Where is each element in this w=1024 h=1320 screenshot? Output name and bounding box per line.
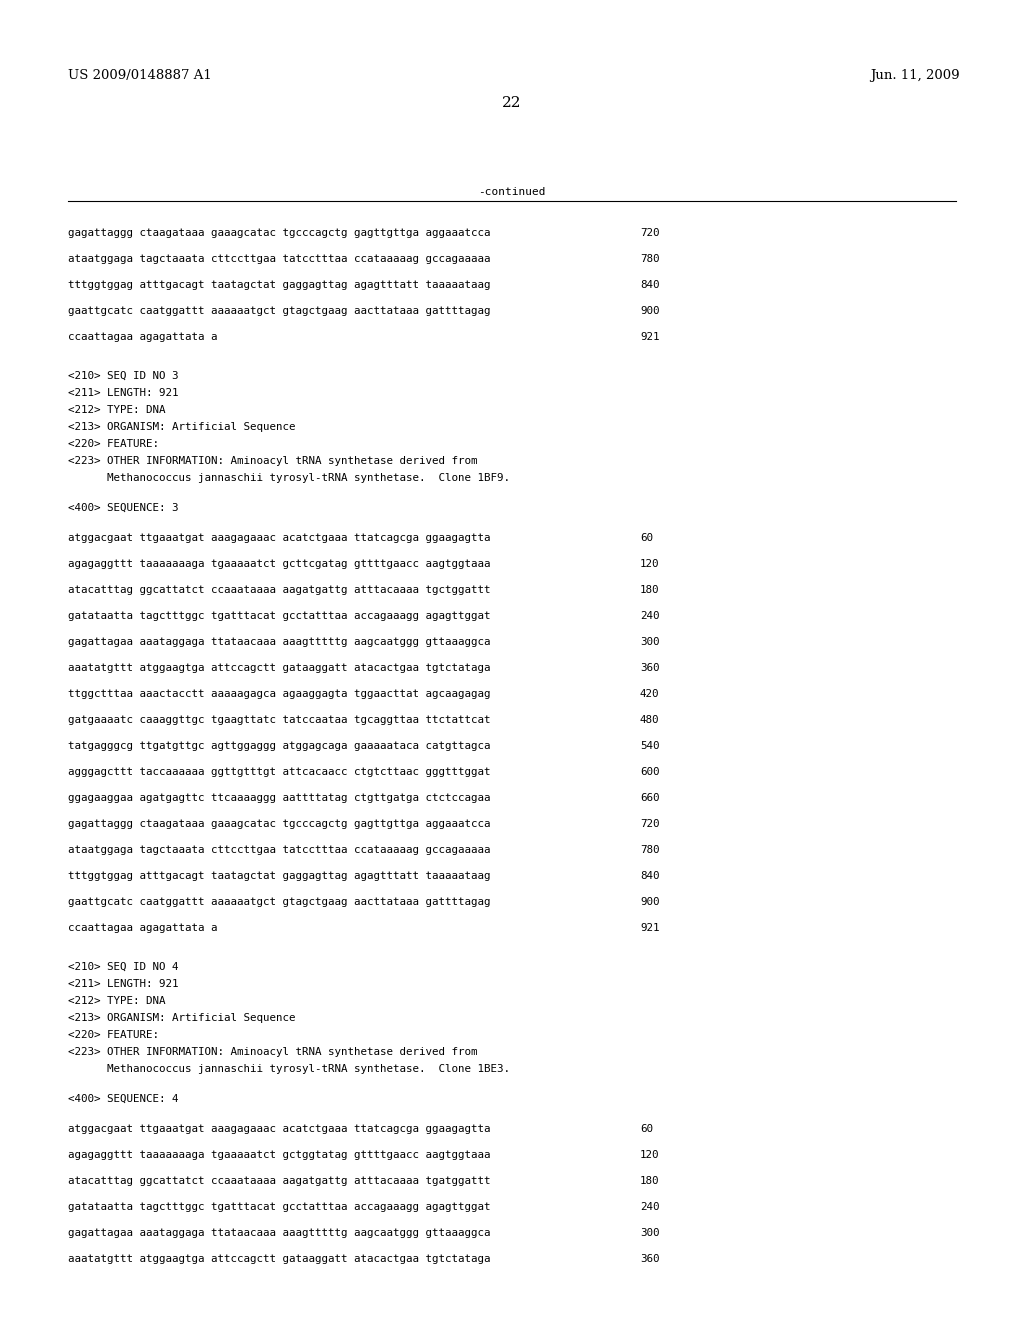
Text: ggagaaggaa agatgagttc ttcaaaaggg aattttatag ctgttgatga ctctccagaa: ggagaaggaa agatgagttc ttcaaaaggg aatttta… xyxy=(68,793,490,803)
Text: <212> TYPE: DNA: <212> TYPE: DNA xyxy=(68,405,166,414)
Text: 720: 720 xyxy=(640,818,659,829)
Text: gagattaggg ctaagataaa gaaagcatac tgcccagctg gagttgttga aggaaatcca: gagattaggg ctaagataaa gaaagcatac tgcccag… xyxy=(68,818,490,829)
Text: 921: 921 xyxy=(640,923,659,933)
Text: ttggctttaa aaactacctt aaaaagagca agaaggagta tggaacttat agcaagagag: ttggctttaa aaactacctt aaaaagagca agaagga… xyxy=(68,689,490,700)
Text: 180: 180 xyxy=(640,1176,659,1185)
Text: 660: 660 xyxy=(640,793,659,803)
Text: 360: 360 xyxy=(640,663,659,673)
Text: <211> LENGTH: 921: <211> LENGTH: 921 xyxy=(68,979,178,989)
Text: <223> OTHER INFORMATION: Aminoacyl tRNA synthetase derived from: <223> OTHER INFORMATION: Aminoacyl tRNA … xyxy=(68,455,477,466)
Text: atggacgaat ttgaaatgat aaagagaaac acatctgaaa ttatcagcga ggaagagtta: atggacgaat ttgaaatgat aaagagaaac acatctg… xyxy=(68,533,490,543)
Text: <212> TYPE: DNA: <212> TYPE: DNA xyxy=(68,997,166,1006)
Text: 921: 921 xyxy=(640,333,659,342)
Text: 420: 420 xyxy=(640,689,659,700)
Text: gatataatta tagctttggc tgatttacat gcctatttaa accagaaagg agagttggat: gatataatta tagctttggc tgatttacat gcctatt… xyxy=(68,1203,490,1212)
Text: gagattaggg ctaagataaa gaaagcatac tgcccagctg gagttgttga aggaaatcca: gagattaggg ctaagataaa gaaagcatac tgcccag… xyxy=(68,228,490,238)
Text: 300: 300 xyxy=(640,1228,659,1238)
Text: agagaggttt taaaaaaaga tgaaaaatct gctggtatag gttttgaacc aagtggtaaa: agagaggttt taaaaaaaga tgaaaaatct gctggta… xyxy=(68,1150,490,1160)
Text: 480: 480 xyxy=(640,715,659,725)
Text: aaatatgttt atggaagtga attccagctt gataaggatt atacactgaa tgtctataga: aaatatgttt atggaagtga attccagctt gataagg… xyxy=(68,663,490,673)
Text: tttggtggag atttgacagt taatagctat gaggagttag agagtttatt taaaaataag: tttggtggag atttgacagt taatagctat gaggagt… xyxy=(68,871,490,880)
Text: gaattgcatc caatggattt aaaaaatgct gtagctgaag aacttataaa gattttagag: gaattgcatc caatggattt aaaaaatgct gtagctg… xyxy=(68,898,490,907)
Text: 900: 900 xyxy=(640,898,659,907)
Text: 120: 120 xyxy=(640,558,659,569)
Text: <213> ORGANISM: Artificial Sequence: <213> ORGANISM: Artificial Sequence xyxy=(68,422,296,432)
Text: 900: 900 xyxy=(640,306,659,315)
Text: <211> LENGTH: 921: <211> LENGTH: 921 xyxy=(68,388,178,399)
Text: ataatggaga tagctaaata cttccttgaa tatcctttaa ccataaaaag gccagaaaaa: ataatggaga tagctaaata cttccttgaa tatcctt… xyxy=(68,253,490,264)
Text: 300: 300 xyxy=(640,638,659,647)
Text: 240: 240 xyxy=(640,1203,659,1212)
Text: gatataatta tagctttggc tgatttacat gcctatttaa accagaaagg agagttggat: gatataatta tagctttggc tgatttacat gcctatt… xyxy=(68,611,490,620)
Text: gagattagaa aaataggaga ttataacaaa aaagtttttg aagcaatggg gttaaaggca: gagattagaa aaataggaga ttataacaaa aaagttt… xyxy=(68,1228,490,1238)
Text: agagaggttt taaaaaaaga tgaaaaatct gcttcgatag gttttgaacc aagtggtaaa: agagaggttt taaaaaaaga tgaaaaatct gcttcga… xyxy=(68,558,490,569)
Text: 840: 840 xyxy=(640,280,659,290)
Text: -continued: -continued xyxy=(478,187,546,197)
Text: ccaattagaa agagattata a: ccaattagaa agagattata a xyxy=(68,333,217,342)
Text: gaattgcatc caatggattt aaaaaatgct gtagctgaag aacttataaa gattttagag: gaattgcatc caatggattt aaaaaatgct gtagctg… xyxy=(68,306,490,315)
Text: Methanococcus jannaschii tyrosyl-tRNA synthetase.  Clone 1BE3.: Methanococcus jannaschii tyrosyl-tRNA sy… xyxy=(68,1064,510,1074)
Text: <400> SEQUENCE: 4: <400> SEQUENCE: 4 xyxy=(68,1094,178,1104)
Text: Methanococcus jannaschii tyrosyl-tRNA synthetase.  Clone 1BF9.: Methanococcus jannaschii tyrosyl-tRNA sy… xyxy=(68,473,510,483)
Text: atacatttag ggcattatct ccaaataaaa aagatgattg atttacaaaa tgctggattt: atacatttag ggcattatct ccaaataaaa aagatga… xyxy=(68,585,490,595)
Text: 120: 120 xyxy=(640,1150,659,1160)
Text: atacatttag ggcattatct ccaaataaaa aagatgattg atttacaaaa tgatggattt: atacatttag ggcattatct ccaaataaaa aagatga… xyxy=(68,1176,490,1185)
Text: tttggtggag atttgacagt taatagctat gaggagttag agagtttatt taaaaataag: tttggtggag atttgacagt taatagctat gaggagt… xyxy=(68,280,490,290)
Text: <210> SEQ ID NO 3: <210> SEQ ID NO 3 xyxy=(68,371,178,381)
Text: 360: 360 xyxy=(640,1254,659,1265)
Text: 180: 180 xyxy=(640,585,659,595)
Text: 22: 22 xyxy=(502,96,522,110)
Text: <210> SEQ ID NO 4: <210> SEQ ID NO 4 xyxy=(68,962,178,972)
Text: gatgaaaatc caaaggttgc tgaagttatc tatccaataa tgcaggttaa ttctattcat: gatgaaaatc caaaggttgc tgaagttatc tatccaa… xyxy=(68,715,490,725)
Text: 720: 720 xyxy=(640,228,659,238)
Text: Jun. 11, 2009: Jun. 11, 2009 xyxy=(870,69,961,82)
Text: tatgagggcg ttgatgttgc agttggaggg atggagcaga gaaaaataca catgttagca: tatgagggcg ttgatgttgc agttggaggg atggagc… xyxy=(68,741,490,751)
Text: agggagcttt taccaaaaaa ggttgtttgt attcacaacc ctgtcttaac gggtttggat: agggagcttt taccaaaaaa ggttgtttgt attcaca… xyxy=(68,767,490,777)
Text: 840: 840 xyxy=(640,871,659,880)
Text: 60: 60 xyxy=(640,1125,653,1134)
Text: atggacgaat ttgaaatgat aaagagaaac acatctgaaa ttatcagcga ggaagagtta: atggacgaat ttgaaatgat aaagagaaac acatctg… xyxy=(68,1125,490,1134)
Text: 780: 780 xyxy=(640,253,659,264)
Text: <220> FEATURE:: <220> FEATURE: xyxy=(68,1030,159,1040)
Text: aaatatgttt atggaagtga attccagctt gataaggatt atacactgaa tgtctataga: aaatatgttt atggaagtga attccagctt gataagg… xyxy=(68,1254,490,1265)
Text: 240: 240 xyxy=(640,611,659,620)
Text: 540: 540 xyxy=(640,741,659,751)
Text: 600: 600 xyxy=(640,767,659,777)
Text: US 2009/0148887 A1: US 2009/0148887 A1 xyxy=(68,69,212,82)
Text: gagattagaa aaataggaga ttataacaaa aaagtttttg aagcaatggg gttaaaggca: gagattagaa aaataggaga ttataacaaa aaagttt… xyxy=(68,638,490,647)
Text: ataatggaga tagctaaata cttccttgaa tatcctttaa ccataaaaag gccagaaaaa: ataatggaga tagctaaata cttccttgaa tatcctt… xyxy=(68,845,490,855)
Text: <220> FEATURE:: <220> FEATURE: xyxy=(68,440,159,449)
Text: ccaattagaa agagattata a: ccaattagaa agagattata a xyxy=(68,923,217,933)
Text: <223> OTHER INFORMATION: Aminoacyl tRNA synthetase derived from: <223> OTHER INFORMATION: Aminoacyl tRNA … xyxy=(68,1047,477,1057)
Text: 60: 60 xyxy=(640,533,653,543)
Text: <213> ORGANISM: Artificial Sequence: <213> ORGANISM: Artificial Sequence xyxy=(68,1012,296,1023)
Text: <400> SEQUENCE: 3: <400> SEQUENCE: 3 xyxy=(68,503,178,513)
Text: 780: 780 xyxy=(640,845,659,855)
